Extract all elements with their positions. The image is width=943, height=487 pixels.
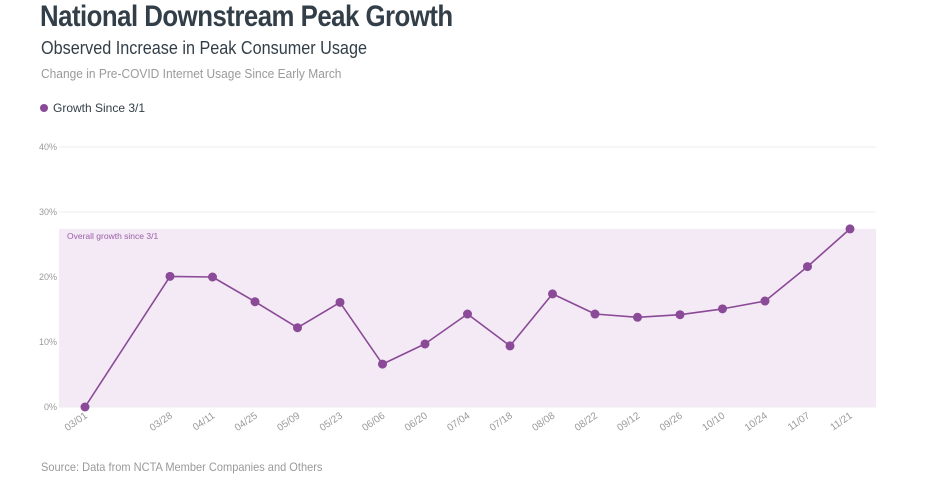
y-tick-label: 10% (39, 337, 57, 347)
x-tick-label: 10/24 (743, 410, 770, 434)
data-point (165, 271, 175, 281)
y-tick-label: 0% (44, 402, 57, 412)
y-tick-label: 30% (39, 207, 57, 217)
x-tick-labels: 03/01 03/28 04/11 04/25 05/09 05/23 06/06 06/20… (63, 410, 855, 434)
chart-title: National Downstream Peak Growth (40, 0, 453, 33)
data-point (378, 359, 387, 369)
x-tick-label: 11/21 (829, 410, 856, 433)
legend-label: Growth Since 3/1 (53, 101, 146, 115)
chart-subtitle: Observed Increase in Peak Consumer Usage (41, 38, 367, 58)
x-tick-label: 04/25 (233, 410, 260, 434)
data-point (760, 296, 770, 306)
x-tick-label: 07/04 (445, 410, 472, 434)
x-tick-label: 08/08 (530, 410, 557, 434)
data-point (208, 272, 217, 282)
y-tick-label: 40% (39, 142, 57, 152)
x-tick-label: 06/06 (360, 410, 387, 434)
x-tick-label: 05/09 (275, 410, 302, 434)
x-tick-label: 08/22 (573, 410, 600, 434)
data-point (845, 224, 855, 234)
x-tick-label: 04/11 (191, 410, 218, 433)
y-tick-labels: 0% 10% 20% 30% 40% (39, 142, 57, 412)
x-tick-label: 05/23 (318, 410, 345, 434)
x-tick-label: 09/26 (658, 410, 685, 434)
legend-swatch (40, 104, 48, 112)
data-point (335, 297, 345, 307)
data-point (803, 262, 812, 272)
y-tick-label: 20% (39, 272, 57, 282)
x-tick-label: 06/20 (403, 410, 430, 434)
x-tick-label: 09/12 (615, 410, 642, 434)
data-point (548, 289, 557, 299)
data-point (250, 297, 260, 307)
series-line (84, 228, 851, 408)
legend: Growth Since 3/1 (40, 101, 145, 115)
band-label: Overall growth since 3/1 (67, 231, 158, 241)
data-point (675, 310, 685, 320)
data-point (718, 304, 727, 314)
data-point (80, 402, 90, 412)
data-points (80, 224, 855, 412)
series-line-layer (84, 228, 851, 408)
chart-caption: Change in Pre-COVID Internet Usage Since… (41, 66, 342, 81)
x-tick-label: 03/28 (148, 410, 175, 434)
data-point (633, 312, 642, 322)
x-tick-label: 11/07 (786, 410, 813, 433)
source-note: Source: Data from NCTA Member Companies … (41, 460, 323, 474)
data-point (463, 309, 472, 319)
x-tick-label: 03/01 (63, 410, 90, 434)
x-tick-label: 07/18 (488, 410, 515, 434)
data-point (590, 309, 600, 319)
x-tick-label: 10/10 (700, 410, 727, 434)
data-point (505, 341, 515, 351)
data-point (420, 339, 430, 349)
data-point (293, 323, 302, 333)
